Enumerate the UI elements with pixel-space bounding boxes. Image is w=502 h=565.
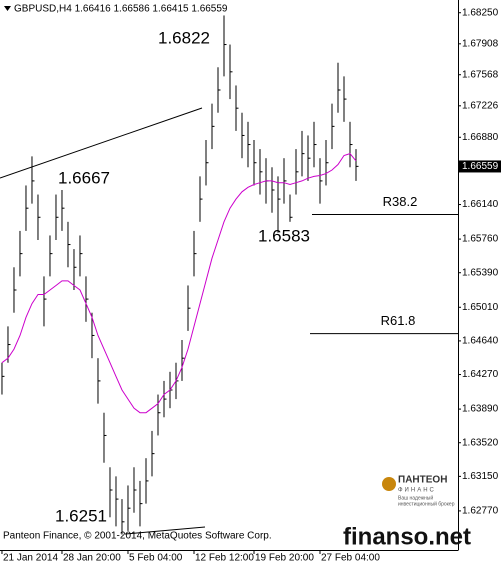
chart-header: GBPUSD,H4 1.66416 1.66586 1.66415 1.6655… <box>14 4 228 15</box>
y-tick-label: 1.65390 <box>462 267 499 278</box>
y-tick-label: 1.63890 <box>462 404 499 415</box>
logo-text: инвестиционный брокер <box>398 500 455 507</box>
current-price-label: 1.66559 <box>462 161 499 172</box>
y-tick-label: 1.67568 <box>462 69 499 80</box>
logo-icon <box>382 477 396 491</box>
y-tick-label: 1.66140 <box>462 199 499 210</box>
logo-text: Ваш надежный <box>398 494 433 501</box>
y-tick-label: 1.63520 <box>462 437 499 448</box>
x-tick-label: 28 Jan 20:00 <box>63 553 121 564</box>
y-tick-label: 1.68250 <box>462 7 499 18</box>
price-annotation: 1.6251 <box>55 506 107 525</box>
y-tick-label: 1.65760 <box>462 234 499 245</box>
logo-text: ПАНТЕОН <box>398 475 447 486</box>
copyright: Panteon Finance, © 2001-2014, MetaQuotes… <box>3 531 272 542</box>
trend-line <box>0 107 203 179</box>
price-annotation: 1.6583 <box>258 226 310 245</box>
y-tick-label: 1.66880 <box>462 132 499 143</box>
y-tick-label: 1.64270 <box>462 369 499 380</box>
x-tick-label: 27 Feb 04:00 <box>321 553 380 564</box>
y-tick-label: 1.62770 <box>462 506 499 517</box>
x-tick-label: 21 Jan 2014 <box>3 553 58 564</box>
menu-icon <box>4 6 11 11</box>
logo: ПАНТЕОН ФИНАНС Ваш надежный инвестиционн… <box>382 475 455 507</box>
x-tick-label: 12 Feb 12:00 <box>195 553 254 564</box>
y-tick-label: 1.65010 <box>462 302 499 313</box>
price-annotation: 1.6667 <box>58 168 110 187</box>
moving-average <box>1 153 357 414</box>
x-tick-label: 19 Feb 20:00 <box>255 553 314 564</box>
x-tick-label: 5 Feb 04:00 <box>129 553 183 564</box>
price-annotation: 1.6822 <box>158 28 210 47</box>
level-label: R61.8 <box>381 313 416 328</box>
watermark: finanso.net <box>343 523 471 550</box>
y-tick-label: 1.63150 <box>462 471 499 482</box>
logo-text: ФИНАНС <box>398 488 436 494</box>
level-label: R38.2 <box>383 194 418 209</box>
y-tick-label: 1.67908 <box>462 38 499 49</box>
current-price-box <box>459 160 501 173</box>
y-tick-label: 1.64640 <box>462 336 499 347</box>
y-tick-label: 1.67226 <box>462 100 499 111</box>
trend-line <box>124 526 206 535</box>
